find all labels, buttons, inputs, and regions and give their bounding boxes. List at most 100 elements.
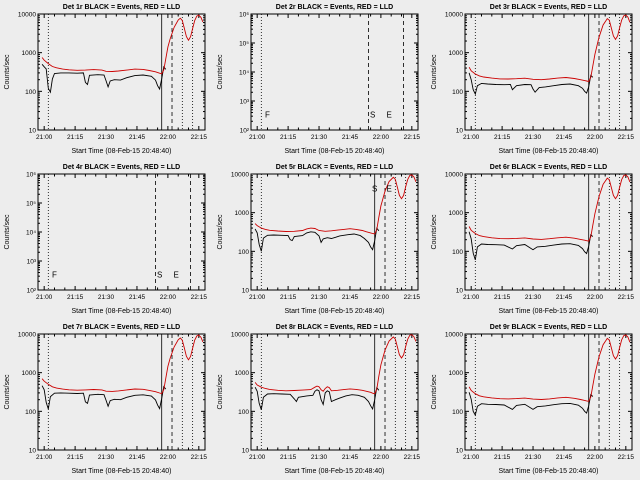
- x-tick-label: 21:30: [98, 294, 115, 301]
- y-ticks: 10 100 1000 10000: [231, 332, 419, 455]
- panel-det-4r: Det 4r BLACK = Events, RED = LLD Counts/s…: [0, 160, 213, 320]
- curves: [468, 334, 630, 417]
- x-tick-label: 21:00: [36, 294, 53, 301]
- y-tick-label: 100: [25, 89, 36, 96]
- x-tick-label: 21:45: [342, 294, 359, 301]
- x-axis-label: Start Time (08-Feb-15 20:48:40): [498, 468, 598, 475]
- y-tick-label: 10²: [27, 288, 37, 295]
- event-marker-lines: [47, 174, 191, 290]
- y-axis-label: Counts/sec: [431, 54, 438, 90]
- events-curve: [255, 386, 380, 411]
- lld-curve: [468, 174, 630, 242]
- plot-canvas-det-7r: Det 7r BLACK = Events, RED = LLD Counts/s…: [4, 324, 207, 475]
- y-tick-label: 10000: [445, 12, 463, 19]
- plot-canvas-det-5r: Det 5r BLACK = Events, RED = LLD Counts/s…: [217, 164, 420, 315]
- panel-det-5r: Det 5r BLACK = Events, RED = LLD Counts/s…: [213, 160, 426, 320]
- y-axis-label: Counts/sec: [4, 214, 11, 250]
- x-tick-label: 22:15: [191, 134, 208, 141]
- x-tick-label: 21:15: [494, 134, 511, 141]
- events-curve: [41, 385, 167, 410]
- y-tick-label: 10: [29, 448, 37, 455]
- plot-canvas-det-8r: Det 8r BLACK = Events, RED = LLD Counts/s…: [217, 324, 421, 475]
- y-axis-label: Counts/sec: [4, 54, 11, 90]
- x-tick-label: 22:15: [404, 134, 421, 141]
- y-tick-label: 1000: [22, 370, 37, 377]
- plot-title: Det 5r BLACK = Events, RED = LLD: [276, 164, 393, 171]
- x-ticks: 21:00 21:15 21:30 21:45 22:00 22:15: [463, 334, 634, 461]
- y-ticks: 10 100 1000 10000: [18, 332, 205, 455]
- axes-frame: [250, 13, 419, 131]
- curves: [468, 14, 630, 96]
- x-tick-label: 22:00: [373, 294, 390, 301]
- y-tick-label: 10000: [231, 332, 249, 339]
- x-tick-label: 22:15: [617, 454, 634, 461]
- y-tick-label: 10³: [27, 259, 37, 266]
- annotation-letter: F: [52, 270, 57, 279]
- x-ticks: 21:00 21:15 21:30 21:45 22:00 22:15: [249, 334, 421, 461]
- y-ticks: 10 100 1000 10000: [231, 172, 419, 295]
- curves: [41, 14, 204, 94]
- y-tick-label: 10: [29, 128, 37, 135]
- axes-frame: [464, 173, 633, 291]
- plot-title: Det 6r BLACK = Events, RED = LLD: [489, 164, 606, 171]
- x-tick-label: 21:45: [555, 294, 572, 301]
- y-ticks: 10 100 1000 10000: [445, 172, 632, 295]
- curves: [255, 334, 417, 411]
- y-axis-label: Counts/sec: [217, 214, 224, 250]
- x-tick-label: 21:45: [129, 454, 146, 461]
- y-tick-label: 1000: [448, 50, 463, 57]
- annotation-letter: E: [387, 110, 392, 119]
- curves: [468, 174, 630, 261]
- plot-title: Det 2r BLACK = Events, RED = LLD: [276, 4, 393, 11]
- axes-frame: [250, 333, 419, 451]
- plot-canvas-det-9r: Det 9r BLACK = Events, RED = LLD Counts/s…: [431, 324, 634, 475]
- x-tick-label: 22:15: [617, 134, 634, 141]
- y-tick-label: 10⁶: [26, 172, 36, 179]
- axes-frame: [464, 333, 633, 451]
- y-tick-label: 1000: [235, 370, 250, 377]
- event-marker-lines: [47, 14, 194, 130]
- x-axis-label: Start Time (08-Feb-15 20:48:40): [285, 148, 385, 155]
- x-tick-label: 21:30: [525, 294, 542, 301]
- x-ticks: 21:00 21:15 21:30 21:45 22:00 22:15: [249, 14, 421, 141]
- x-tick-label: 21:15: [280, 294, 297, 301]
- x-axis-label: Start Time (08-Feb-15 20:48:40): [285, 468, 385, 475]
- x-tick-label: 21:45: [555, 134, 572, 141]
- events-curve: [468, 72, 593, 96]
- annotation-letter: F: [265, 110, 270, 119]
- y-tick-label: 100: [452, 409, 463, 416]
- y-tick-label: 10: [242, 288, 250, 295]
- axes-frame: [464, 13, 633, 131]
- panel-det-8r: Det 8r BLACK = Events, RED = LLD Counts/s…: [213, 320, 426, 480]
- y-tick-label: 100: [238, 409, 249, 416]
- annotation-letter: E: [173, 270, 178, 279]
- y-tick-label: 10⁵: [26, 201, 36, 208]
- event-marker-lines: [261, 334, 407, 450]
- y-tick-label: 100: [25, 409, 36, 416]
- x-tick-label: 21:15: [67, 454, 84, 461]
- x-tick-label: 21:00: [249, 134, 266, 141]
- x-tick-label: 21:15: [494, 454, 511, 461]
- y-tick-label: 100: [452, 249, 463, 256]
- y-ticks: 10 100 1000 10000: [445, 12, 632, 135]
- x-axis-label: Start Time (08-Feb-15 20:48:40): [285, 308, 385, 315]
- plot-title: Det 8r BLACK = Events, RED = LLD: [276, 324, 393, 331]
- annotation-letter: S: [370, 110, 375, 119]
- y-tick-label: 10: [455, 288, 463, 295]
- x-tick-label: 21:30: [525, 454, 542, 461]
- y-tick-label: 1000: [448, 210, 463, 217]
- axes-frame: [37, 173, 206, 291]
- x-tick-label: 21:30: [311, 454, 328, 461]
- x-axis-label: Start Time (08-Feb-15 20:48:40): [498, 308, 598, 315]
- plot-canvas-det-4r: Det 4r BLACK = Events, RED = LLD Counts/s…: [4, 164, 207, 315]
- annotation-letter: E: [387, 185, 392, 194]
- plot-canvas-det-6r: Det 6r BLACK = Events, RED = LLD Counts/s…: [431, 164, 634, 315]
- y-ticks: 10² 10³ 10⁴ 10⁵ 10⁶: [26, 172, 205, 295]
- panel-det-2r: Det 2r BLACK = Events, RED = LLD Counts/s…: [213, 0, 426, 160]
- x-tick-label: 22:00: [586, 134, 603, 141]
- y-tick-label: 1000: [22, 50, 37, 57]
- x-tick-label: 21:45: [129, 294, 146, 301]
- plot-canvas-det-2r: Det 2r BLACK = Events, RED = LLD Counts/s…: [217, 4, 421, 155]
- x-tick-label: 22:15: [404, 454, 421, 461]
